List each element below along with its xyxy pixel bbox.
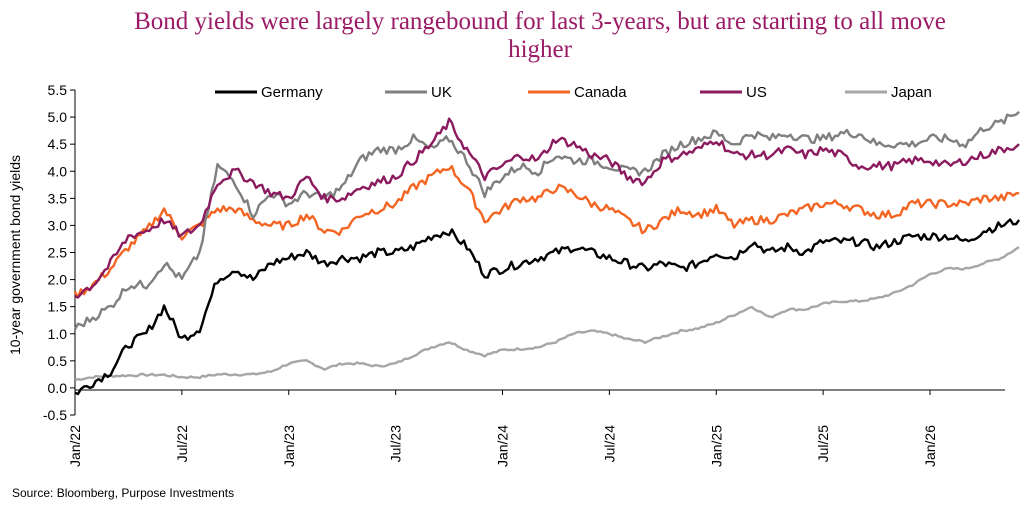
x-tick-label: Jul/23: [388, 425, 404, 463]
y-tick-label: 4.0: [48, 163, 68, 179]
source-note: Source: Bloomberg, Purpose Investments: [12, 486, 235, 500]
legend-label-japan: Japan: [891, 84, 932, 101]
series-line-canada: [73, 165, 1020, 299]
y-tick-label: 0.0: [48, 380, 68, 396]
x-tick-label: Jan/22: [67, 425, 83, 467]
axes: -0.5 0.0 0.5 1.0 1.5 2.0 2.5 3.0 3.5 4.0 4.5 5.0 5.5…: [43, 82, 1005, 467]
y-tick-label: 1.5: [48, 299, 68, 315]
legend-label-canada: Canada: [574, 84, 627, 101]
y-tick-label: 2.0: [48, 272, 68, 288]
y-tick-label: 1.0: [48, 326, 68, 342]
y-tick-label: 0.5: [48, 353, 68, 369]
chart-title: Bond yields were largely rangebound for …: [134, 8, 946, 63]
y-tick-label: 3.5: [48, 190, 68, 206]
x-tick-label: Jan/26: [922, 425, 938, 467]
legend: Germany UK Canada US Japan: [215, 84, 932, 101]
legend-label-uk: UK: [431, 84, 452, 101]
x-tick-label: Jan/25: [708, 425, 724, 467]
x-tick-label: Jan/24: [495, 425, 511, 467]
y-tick-label: 3.0: [48, 217, 68, 233]
y-tick-label: -0.5: [43, 407, 67, 423]
y-tick-label: 5.0: [48, 109, 68, 125]
x-tick-label: Jan/23: [281, 425, 297, 467]
series-line-germany: [74, 218, 1021, 396]
series-line-uk: [73, 110, 1020, 331]
series-line-us: [74, 117, 1020, 299]
legend-label-us: US: [746, 84, 767, 101]
y-tick-label: 4.5: [48, 136, 68, 152]
y-tick-label: 5.5: [48, 82, 68, 98]
series-lines: [73, 110, 1021, 396]
x-tick-label: Jul/22: [174, 425, 190, 463]
legend-label-germany: Germany: [261, 84, 323, 101]
y-tick-label: 2.5: [48, 245, 68, 261]
x-tick-label: Jul/25: [815, 425, 831, 463]
y-axis-title: 10-year government bond yields: [7, 155, 23, 355]
x-tick-label: Jul/24: [601, 425, 617, 463]
series-line-japan: [74, 246, 1020, 381]
